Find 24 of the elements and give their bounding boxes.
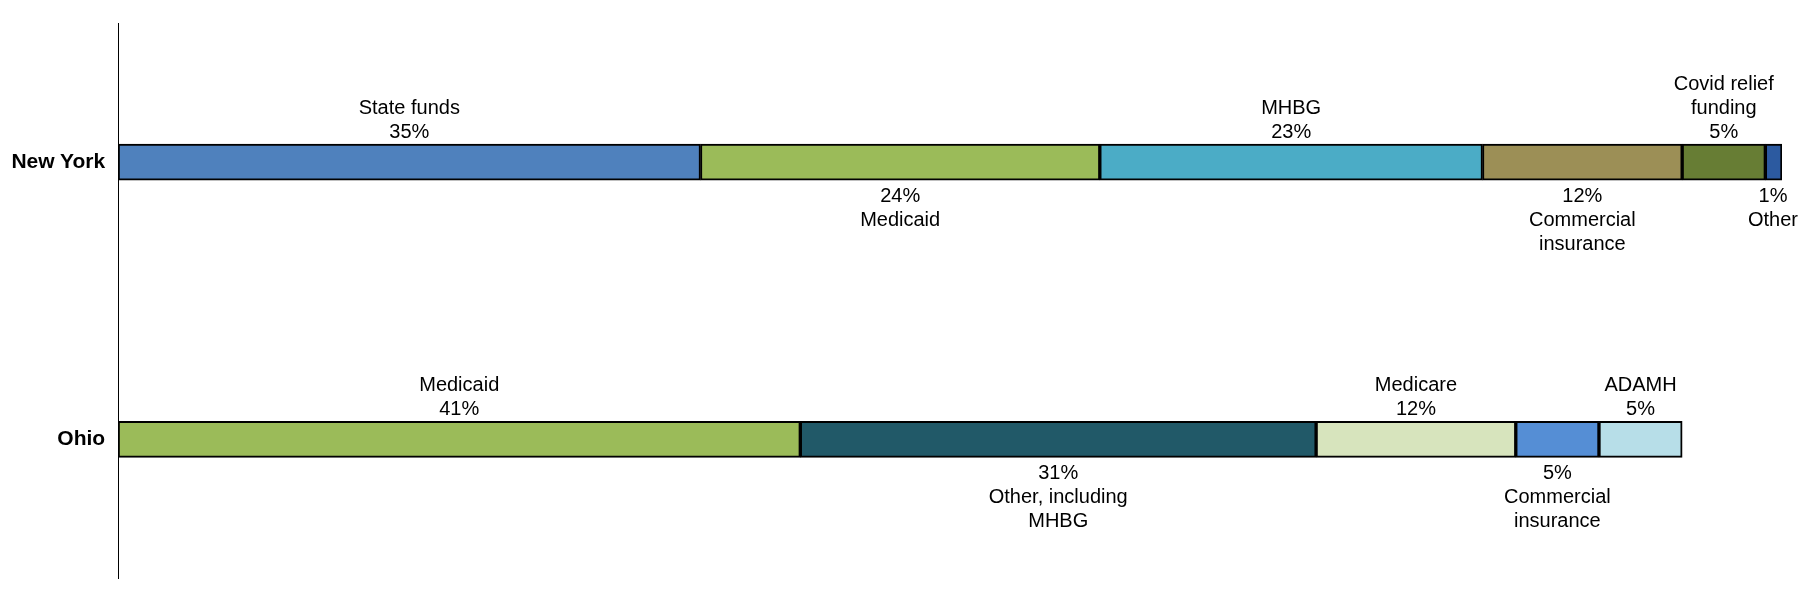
data-label: 35% bbox=[389, 120, 430, 143]
data-label: 1% bbox=[1758, 184, 1788, 207]
y-tick-label: New York bbox=[11, 149, 106, 172]
series-label: Medicare bbox=[1374, 373, 1458, 396]
data-label: 5% bbox=[1542, 461, 1573, 484]
y-tick-label: Ohio bbox=[57, 426, 106, 450]
data-label: 31% bbox=[1038, 461, 1079, 484]
series-label: Other bbox=[1747, 208, 1799, 231]
series-label: Medicaid bbox=[860, 208, 941, 231]
series-label: MHBG bbox=[1261, 96, 1322, 119]
data-label: 12% bbox=[1395, 397, 1437, 420]
data-label: 23% bbox=[1271, 120, 1312, 143]
series-label: Covid relief funding bbox=[1673, 72, 1775, 119]
series-label: Other, including MHBG bbox=[988, 485, 1128, 532]
data-label: 12% bbox=[1562, 184, 1603, 207]
series-label: Commercial insurance bbox=[1528, 208, 1636, 255]
data-label: 5% bbox=[1626, 397, 1656, 420]
series-label: State funds bbox=[358, 96, 460, 119]
data-label: 5% bbox=[1709, 120, 1739, 143]
series-label: Medicaid bbox=[419, 373, 500, 396]
series-label: ADAMH bbox=[1604, 373, 1677, 396]
data-label: 41% bbox=[439, 397, 480, 420]
series-label: Commercial insurance bbox=[1504, 485, 1611, 532]
data-label: 24% bbox=[880, 184, 921, 207]
